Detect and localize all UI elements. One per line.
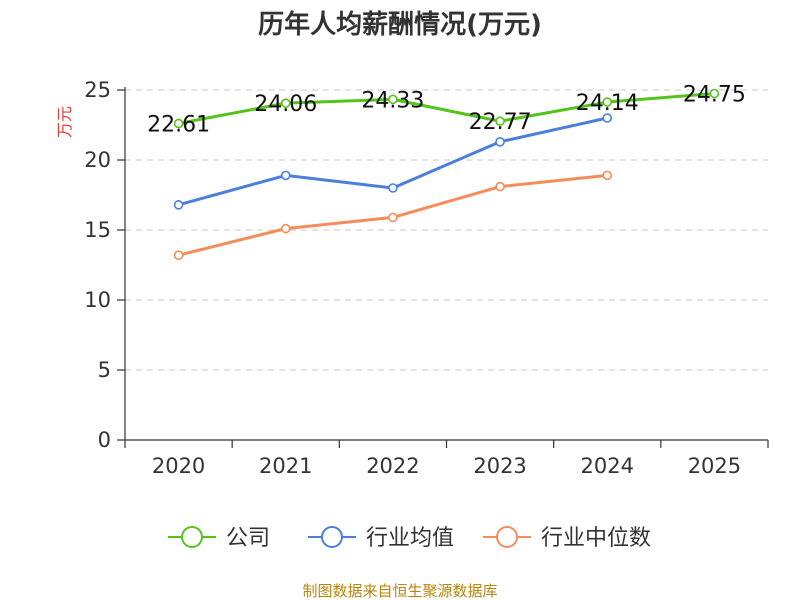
data-point	[495, 137, 505, 147]
legend-item-1: 行业均值	[308, 526, 454, 551]
legend-label: 公司	[226, 526, 270, 551]
x-tick-label: 2022	[366, 454, 419, 478]
y-tick-label: 10	[84, 288, 111, 312]
series-line	[178, 92, 715, 125]
y-tick-label: 25	[84, 78, 111, 102]
x-tick-label: 2024	[581, 454, 634, 478]
series-1	[173, 113, 613, 210]
data-point	[173, 250, 184, 260]
data-label: 24.06	[254, 92, 317, 117]
data-point	[388, 94, 398, 105]
y-tick-label: 15	[84, 218, 111, 242]
source-note: 制图数据来自恒生聚源数据库	[302, 582, 497, 600]
gridlines	[125, 89, 768, 371]
x-tick-label: 2023	[473, 454, 526, 478]
series-0	[173, 88, 720, 129]
y-tick-label: 20	[84, 148, 111, 172]
legend-item-0: 公司	[168, 526, 270, 551]
data-labels: 22.61 24.06 24.33 22.77 24.14 24.75	[147, 83, 746, 138]
series-lines	[173, 88, 720, 260]
data-point	[173, 200, 184, 210]
series-2	[173, 170, 613, 260]
legend-marker	[321, 526, 343, 548]
data-label: 24.14	[576, 91, 639, 116]
y-tick-label: 5	[98, 358, 111, 382]
y-axis-label: 万元	[55, 106, 74, 138]
x-tick-label: 2020	[152, 454, 205, 478]
legend-label: 行业中位数	[541, 526, 651, 551]
legend-label: 行业均值	[366, 526, 454, 551]
y-tick-label: 0	[98, 428, 111, 452]
data-point	[173, 118, 184, 129]
legend-marker	[496, 526, 518, 548]
data-point	[602, 170, 613, 181]
data-point	[280, 223, 291, 234]
data-point	[602, 97, 613, 107]
data-point	[495, 181, 505, 192]
data-point	[495, 116, 505, 127]
chart-title: 历年人均薪酬情况(万元)	[258, 9, 542, 40]
data-point	[280, 170, 291, 181]
data-point	[709, 88, 720, 99]
data-label: 22.61	[147, 112, 210, 137]
data-point	[388, 212, 398, 223]
data-label: 24.75	[683, 83, 746, 108]
data-label: 22.77	[469, 110, 532, 135]
legend-item-2: 行业中位数	[483, 526, 651, 551]
x-tick-label: 2025	[688, 454, 741, 478]
data-point	[602, 113, 613, 123]
data-label: 24.33	[361, 88, 424, 113]
legend-marker	[181, 526, 203, 548]
data-point	[280, 98, 291, 108]
data-point	[388, 183, 398, 193]
x-tick-label: 2021	[259, 454, 312, 478]
legend: 公司 行业均值 行业中位数	[168, 526, 651, 551]
